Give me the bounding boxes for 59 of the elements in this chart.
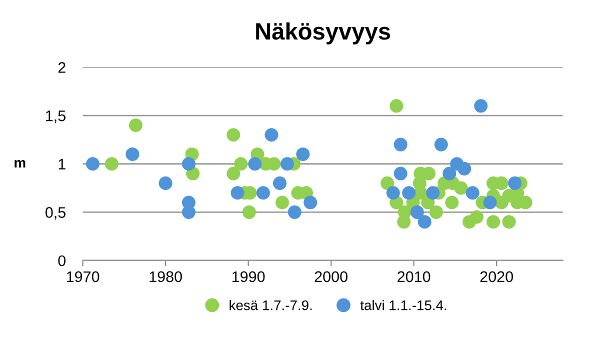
point bbox=[248, 157, 262, 171]
point bbox=[397, 215, 411, 229]
point bbox=[264, 128, 278, 142]
point bbox=[304, 196, 318, 210]
chart-title: Näkösyvyys bbox=[256, 22, 390, 44]
y-axis-title: m bbox=[14, 160, 26, 168]
point bbox=[442, 166, 456, 180]
point bbox=[390, 99, 404, 113]
y-tick-label: 1 bbox=[58, 158, 66, 170]
legend-label: talvi 1.1.-15.4. bbox=[360, 300, 446, 310]
point bbox=[486, 215, 500, 229]
point bbox=[182, 205, 196, 219]
y-tick-label: 2 bbox=[58, 62, 66, 73]
point bbox=[128, 118, 143, 132]
point bbox=[234, 157, 248, 171]
x-tick-label: 2020 bbox=[480, 271, 513, 282]
point bbox=[288, 205, 302, 219]
point bbox=[502, 215, 516, 229]
point bbox=[394, 138, 408, 152]
point bbox=[458, 162, 472, 176]
point bbox=[418, 215, 432, 229]
y-tick-label: 0,5 bbox=[45, 207, 66, 220]
point bbox=[434, 138, 448, 152]
point bbox=[182, 157, 196, 171]
x-tick-label: 2010 bbox=[398, 271, 430, 282]
x-tick-label: 1980 bbox=[150, 271, 182, 282]
point bbox=[242, 205, 256, 219]
point bbox=[296, 147, 310, 161]
point bbox=[275, 196, 290, 210]
point bbox=[104, 157, 119, 171]
point bbox=[256, 186, 270, 200]
x-tick-label: 1970 bbox=[66, 271, 100, 282]
point bbox=[429, 205, 443, 219]
x-tick-label: 1990 bbox=[232, 271, 265, 282]
point bbox=[226, 166, 240, 180]
point bbox=[386, 186, 400, 200]
point bbox=[394, 166, 408, 180]
point bbox=[158, 176, 172, 190]
point bbox=[280, 157, 294, 171]
point bbox=[402, 186, 416, 200]
point bbox=[474, 99, 488, 113]
point bbox=[410, 205, 424, 219]
point bbox=[380, 176, 394, 190]
point bbox=[272, 176, 287, 190]
point bbox=[483, 196, 497, 210]
y-tick-label: 1,5 bbox=[46, 110, 66, 124]
point bbox=[86, 157, 100, 171]
point bbox=[508, 176, 522, 190]
x-tick-label: 2000 bbox=[314, 271, 348, 282]
point bbox=[470, 210, 484, 224]
point bbox=[426, 186, 440, 200]
point bbox=[126, 147, 140, 161]
point bbox=[466, 186, 480, 200]
point bbox=[445, 196, 459, 210]
legend-label: kesä 1.7.-7.9. bbox=[230, 300, 312, 310]
point bbox=[226, 128, 240, 142]
y-tick-label: 0 bbox=[58, 255, 66, 266]
point bbox=[454, 181, 468, 195]
point bbox=[230, 186, 244, 200]
